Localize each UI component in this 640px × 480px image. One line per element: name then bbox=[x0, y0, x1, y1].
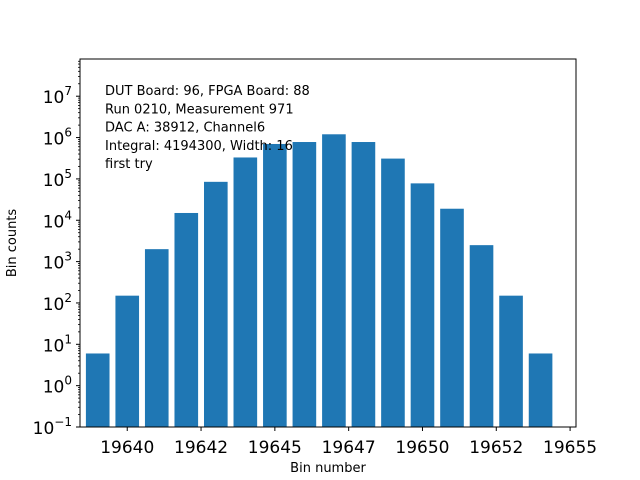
bar-19642 bbox=[174, 212, 199, 427]
annotation-line-5: first try bbox=[105, 157, 153, 172]
x-tick-label: 19650 bbox=[395, 438, 449, 458]
bar-19654 bbox=[528, 353, 553, 427]
bar-19643 bbox=[204, 181, 228, 427]
bars-group bbox=[85, 134, 553, 428]
y-tick-label: 104 bbox=[43, 208, 72, 232]
y-axis-label: Bin counts bbox=[5, 209, 20, 278]
y-tick-label: 105 bbox=[43, 167, 72, 191]
plot-frame bbox=[79, 58, 577, 428]
x-tick-label: 19645 bbox=[248, 438, 302, 458]
bar-19653 bbox=[499, 295, 523, 427]
bar-19646 bbox=[292, 142, 317, 427]
bar-19644 bbox=[233, 157, 258, 427]
y-tick-label: 106 bbox=[43, 126, 72, 150]
y-tick-label: 100 bbox=[43, 374, 72, 398]
bar-19641 bbox=[144, 249, 169, 427]
bar-19647 bbox=[322, 134, 346, 428]
bar-19639 bbox=[85, 353, 110, 427]
x-tick-label: 19652 bbox=[469, 438, 523, 458]
x-axis-label: Bin number bbox=[290, 461, 366, 476]
bar-19640 bbox=[115, 295, 140, 427]
x-tick-label: 19647 bbox=[322, 438, 376, 458]
annotation-line-1: DUT Board: 96, FPGA Board: 88 bbox=[105, 84, 310, 99]
y-tick-label: 102 bbox=[43, 291, 72, 315]
annotation-line-2: Run 0210, Measurement 971 bbox=[105, 102, 294, 117]
y-tick-label: 103 bbox=[43, 250, 72, 274]
x-tick-label: 19655 bbox=[543, 438, 597, 458]
annotation-line-3: DAC A: 38912, Channel6 bbox=[105, 121, 265, 136]
y-tick-label: 101 bbox=[43, 332, 72, 356]
x-tick-label: 19642 bbox=[174, 438, 228, 458]
x-tick-label: 19640 bbox=[100, 438, 154, 458]
y-axis-ticks: 10−1 100 101 102 103 104 105 106 107 bbox=[33, 60, 80, 439]
bar-19648 bbox=[351, 142, 376, 427]
x-axis-ticks: 19640 19642 19645 19647 19650 19652 19655 bbox=[100, 427, 597, 458]
y-tick-label: 10−1 bbox=[33, 415, 72, 439]
annotation-line-4: Integral: 4194300, Width: 16 bbox=[105, 139, 293, 154]
bar-19645 bbox=[263, 143, 287, 427]
bar-19651 bbox=[440, 208, 464, 427]
bar-19652 bbox=[469, 245, 494, 427]
bar-19650 bbox=[410, 183, 435, 427]
y-tick-label: 107 bbox=[43, 84, 72, 108]
bar-19649 bbox=[381, 158, 405, 427]
annotation-box: DUT Board: 96, FPGA Board: 88 Run 0210, … bbox=[105, 84, 310, 172]
